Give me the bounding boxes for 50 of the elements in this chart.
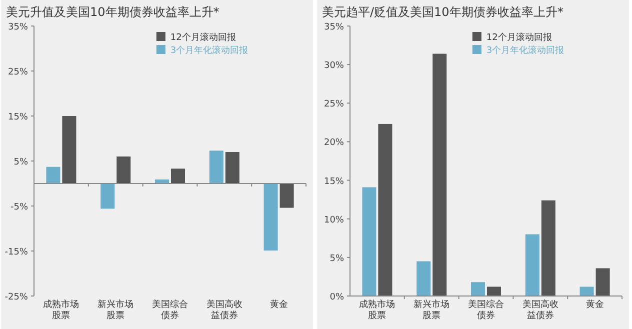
y-tick-label: 5%	[14, 158, 28, 168]
bar	[46, 166, 60, 184]
bar	[362, 187, 376, 296]
bar	[432, 54, 447, 296]
y-tick-label: 10%	[324, 215, 344, 226]
bar	[62, 116, 76, 184]
bar	[541, 200, 556, 296]
chart-title: 美元升值及美国10年期债券收益率上升*	[6, 5, 220, 19]
y-tick-label: 25%	[324, 100, 344, 110]
x-tick-label: 成熟市场股票	[43, 299, 80, 321]
bar	[525, 234, 540, 296]
y-tick-label: -25%	[4, 292, 28, 302]
x-tick-label: 新兴市场股票	[414, 299, 450, 321]
y-tick-label: 15%	[8, 112, 28, 122]
chart-title: 美元趋平/贬值及美国10年期债券收益率上升*	[322, 5, 564, 19]
bar	[280, 184, 294, 208]
legend-label: 3个月年化滚动回报	[170, 45, 248, 56]
bar	[596, 268, 610, 296]
y-tick-label: 25%	[8, 68, 28, 78]
bar	[378, 124, 392, 296]
y-tick-label: 20%	[324, 138, 344, 148]
x-tick-label: 美国综合债券	[468, 299, 504, 321]
y-tick-label: 0%	[330, 292, 344, 302]
bar	[225, 152, 240, 184]
x-tick-label: 黄金	[270, 299, 288, 310]
y-tick-label: 30%	[324, 61, 344, 72]
bar	[209, 150, 224, 184]
bar	[487, 286, 501, 296]
y-tick-label: 15%	[324, 176, 344, 187]
legend-label: 12个月滚动回报	[486, 32, 552, 43]
y-tick-label: 5%	[330, 254, 344, 264]
legend-label: 3个月年化滚动回报	[486, 45, 564, 56]
bar	[580, 286, 594, 296]
y-tick-label: 35%	[8, 22, 28, 32]
bar	[100, 184, 115, 209]
x-tick-label: 成熟市场股票	[359, 299, 396, 321]
x-tick-label: 新兴市场股票	[98, 299, 134, 321]
x-tick-label: 黄金	[586, 299, 604, 310]
bar	[264, 184, 278, 251]
bar	[116, 156, 131, 184]
legend-label: 12个月滚动回报	[170, 32, 236, 43]
y-tick-label: 35%	[324, 22, 344, 32]
y-tick-label: -15%	[4, 248, 28, 258]
bar	[171, 168, 185, 184]
bar	[471, 282, 485, 296]
x-tick-label: 美国高收益债券	[522, 299, 558, 321]
bar	[416, 261, 431, 296]
y-tick-label: -5%	[10, 202, 28, 212]
x-tick-label: 美国高收益债券	[206, 299, 242, 321]
x-tick-label: 美国综合债券	[152, 299, 188, 321]
